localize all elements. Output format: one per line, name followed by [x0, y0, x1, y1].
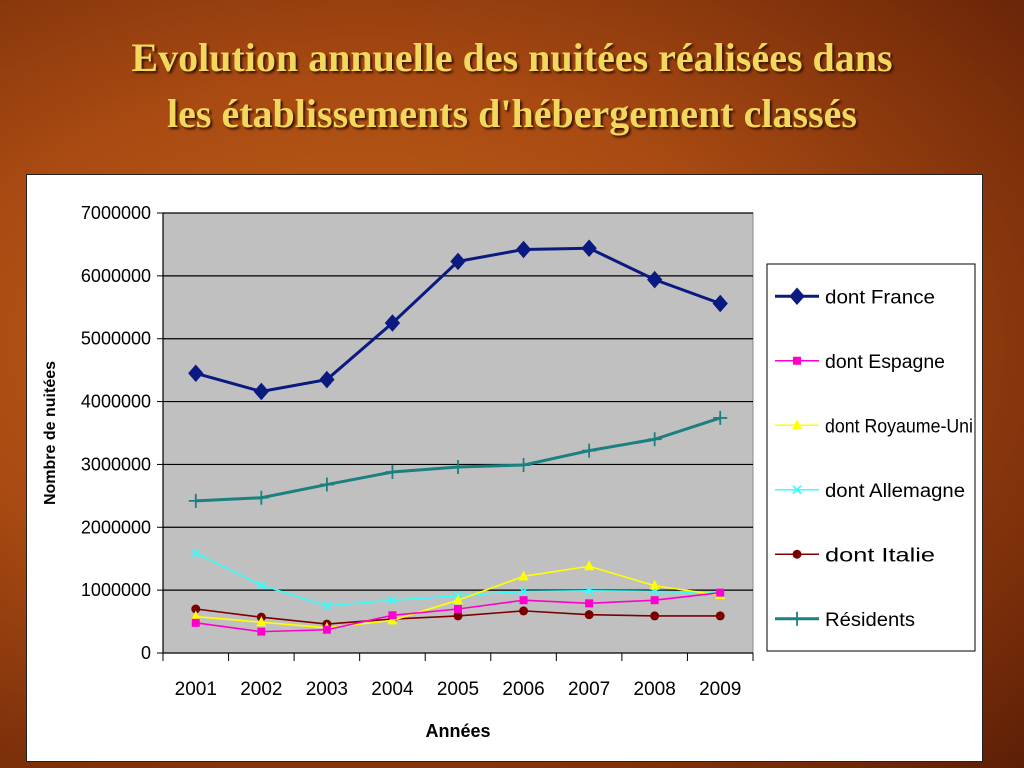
legend-marker-dont-italie [792, 549, 802, 559]
data-point-dont-espagne [650, 596, 659, 605]
y-tick-label: 4000000 [81, 392, 151, 412]
data-point-dont-italie [453, 611, 463, 621]
y-tick-label: 5000000 [81, 329, 151, 349]
x-tick-label: 2007 [568, 679, 610, 700]
data-point-dont-espagne [191, 618, 200, 627]
y-tick-label: 3000000 [81, 454, 151, 474]
y-tick-label: 2000000 [81, 517, 151, 537]
x-tick-label: 2006 [502, 679, 544, 700]
legend-label-dont-italie: dont Italie [825, 545, 935, 566]
data-point-dont-allemagne [322, 601, 332, 611]
chart-frame: 0 1000000 2000000 3000000 4000000 5000000 6000… [26, 174, 983, 762]
data-point-dont-allemagne [387, 595, 398, 605]
data-point-r-sidents [319, 477, 334, 492]
data-point-dont-royaume-uni [584, 560, 595, 571]
data-point-dont-allemagne [191, 548, 201, 558]
data-point-r-sidents [188, 493, 203, 508]
x-axis-label: Années [425, 721, 490, 741]
data-point-dont-royaume-uni [190, 610, 201, 621]
data-point-dont-france [450, 252, 466, 271]
data-point-dont-espagne [716, 588, 725, 597]
slide-title: Evolution annuelle des nuitées réalisées… [0, 30, 1024, 142]
data-point-dont-espagne [454, 605, 462, 613]
x-tick-label: 2005 [437, 679, 479, 700]
data-point-r-sidents [516, 458, 531, 473]
data-point-dont-espagne [257, 627, 266, 636]
x-tick-label: 2003 [306, 679, 348, 700]
line-chart: 0 1000000 2000000 3000000 4000000 5000000 6000… [42, 203, 976, 741]
data-point-dont-france [188, 364, 204, 383]
y-tick-label: 7000000 [81, 203, 151, 223]
data-point-dont-espagne [388, 611, 397, 620]
data-point-dont-italie [650, 611, 660, 621]
x-tick-label: 2009 [699, 679, 741, 700]
data-point-dont-italie [584, 610, 594, 620]
data-point-dont-italie [715, 611, 725, 621]
x-tick-label: 2002 [240, 679, 282, 700]
data-point-dont-royaume-uni [256, 616, 267, 627]
y-tick-label: 0 [141, 643, 151, 663]
data-point-dont-espagne [519, 596, 528, 605]
data-point-dont-royaume-uni [649, 579, 660, 590]
data-point-dont-france [515, 240, 532, 259]
data-point-dont-allemagne [256, 580, 266, 590]
data-point-dont-royaume-uni [387, 614, 398, 625]
data-point-dont-italie [191, 604, 201, 614]
slide-title-line-1: Evolution annuelle des nuitées réalisées… [131, 35, 893, 80]
data-point-dont-allemagne [518, 586, 529, 596]
legend [766, 263, 976, 652]
legend-label-dont-france: dont France [825, 287, 935, 308]
legend-label-dont-allemagne: dont Allemagne [825, 481, 965, 502]
data-point-r-sidents [385, 464, 400, 479]
legend-label-dont-espagne: dont Espagne [825, 352, 945, 373]
data-point-dont-espagne [322, 625, 331, 634]
x-tick-label: 2004 [371, 679, 414, 700]
data-point-dont-royaume-uni [453, 594, 463, 605]
data-point-r-sidents [713, 410, 728, 425]
legend-marker-r-sidents [790, 611, 804, 626]
data-point-dont-royaume-uni [518, 570, 529, 581]
data-point-dont-france [253, 382, 269, 401]
legend-marker-dont-allemagne [792, 485, 802, 495]
x-tick-label: 2001 [175, 679, 217, 700]
data-point-dont-france [581, 239, 597, 257]
data-point-r-sidents [254, 490, 269, 505]
data-point-dont-allemagne [584, 586, 594, 596]
y-axis-label: Nombre de nuitées [42, 361, 59, 505]
data-point-dont-france [319, 370, 335, 389]
data-point-r-sidents [451, 459, 465, 474]
legend-label-dont-royaume-uni: dont Royaume-Uni [825, 416, 973, 437]
data-point-dont-france [384, 314, 401, 332]
data-point-r-sidents [582, 443, 597, 458]
legend-marker-dont-espagne [793, 356, 801, 365]
data-point-r-sidents [647, 432, 662, 447]
x-tick-label: 2008 [634, 679, 676, 700]
legend-label-r-sidents: Résidents [825, 610, 915, 631]
data-point-dont-france [712, 294, 728, 313]
y-tick-label: 6000000 [81, 266, 151, 286]
legend-marker-dont-france [789, 287, 805, 306]
legend-marker-dont-royaume-uni [792, 419, 802, 430]
y-tick-label: 1000000 [81, 580, 151, 600]
data-point-dont-france [647, 270, 663, 289]
data-point-dont-italie [519, 606, 529, 616]
slide-title-line-2: les établissements d'hébergement classés [167, 91, 857, 136]
data-point-dont-espagne [585, 599, 594, 608]
